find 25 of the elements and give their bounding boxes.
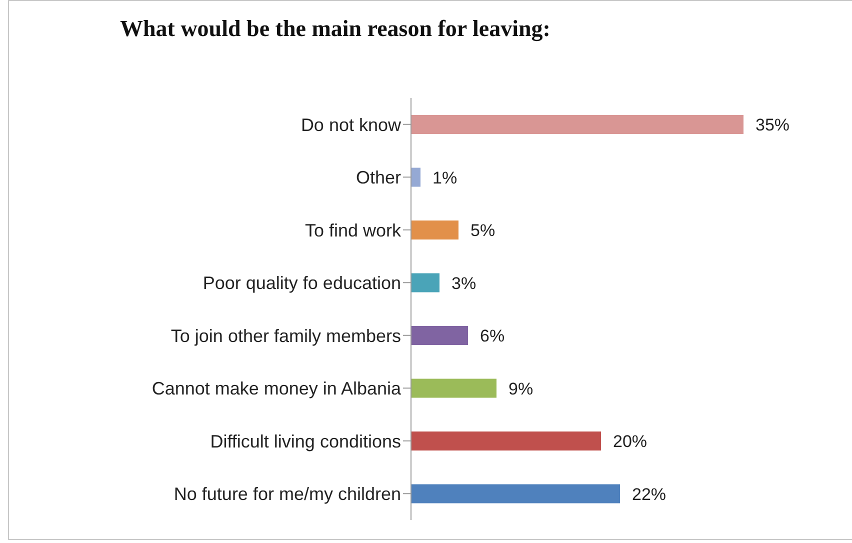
data-label: 35% <box>756 116 790 135</box>
y-tick-label: Cannot make money in Albania <box>152 378 402 399</box>
data-label: 3% <box>452 274 476 293</box>
chart-title: What would be the main reason for leaving: <box>120 16 550 42</box>
y-tick-label: No future for me/my children <box>174 484 401 504</box>
bar <box>411 484 620 504</box>
bar <box>411 432 601 450</box>
bar <box>411 273 440 292</box>
y-tick-label: Do not know <box>300 114 402 135</box>
data-label: 5% <box>470 221 496 240</box>
data-label: 20% <box>613 432 648 452</box>
data-label: 6% <box>480 326 505 346</box>
bar <box>411 115 744 134</box>
bar <box>411 168 420 187</box>
bar <box>411 326 468 345</box>
bar <box>411 220 458 240</box>
y-tick-label: Other <box>356 168 401 188</box>
bar <box>411 378 496 398</box>
y-tick-label: To find work <box>304 220 402 240</box>
y-tick-label: Difficult living conditions <box>210 431 401 452</box>
data-label: 1% <box>432 168 458 188</box>
y-tick-label: Poor quality fo education <box>202 273 401 294</box>
data-label: 22% <box>632 484 666 504</box>
y-tick-label: To join other family members <box>170 326 401 346</box>
data-label: 9% <box>508 379 534 398</box>
